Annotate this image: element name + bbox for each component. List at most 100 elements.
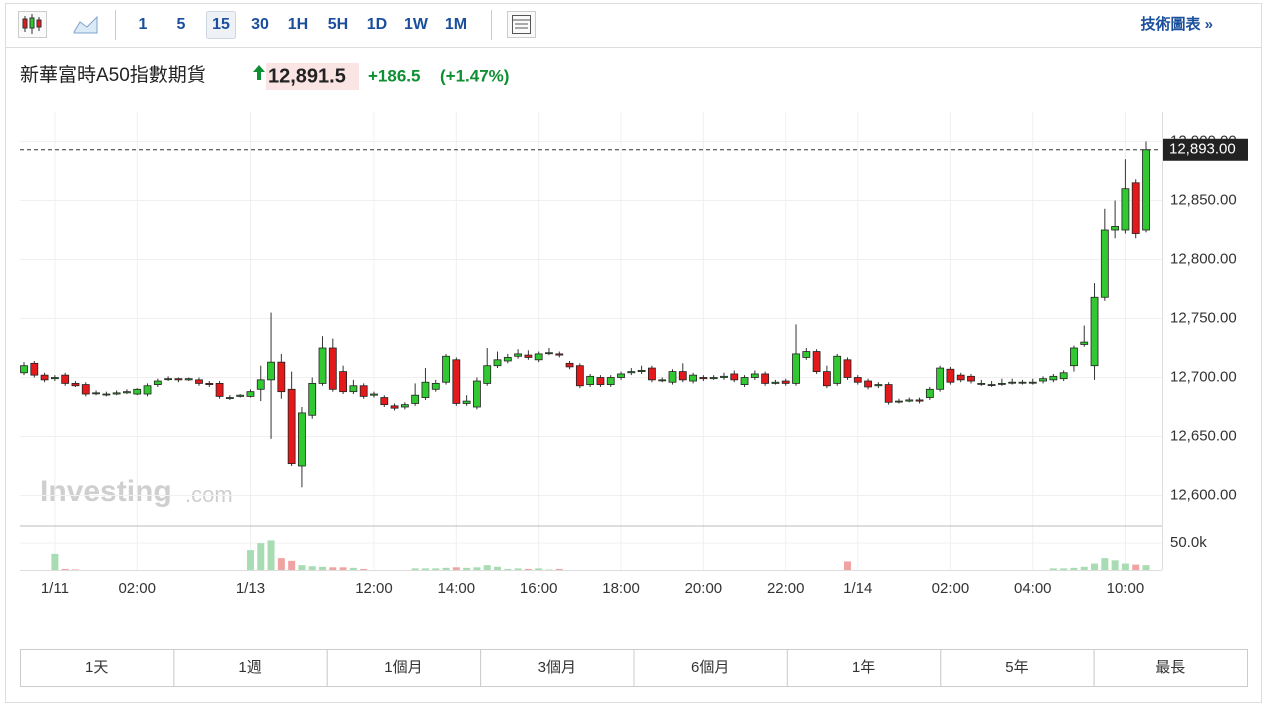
candle-body: [586, 375, 595, 385]
candle-body: [411, 394, 420, 404]
volume-bar: [504, 568, 512, 570]
candle-body: [864, 380, 872, 388]
candle-body: [40, 374, 49, 381]
candle-body: [987, 384, 996, 386]
volume-bar: [257, 543, 265, 570]
range-label[interactable]: 6個月: [691, 659, 729, 676]
x-tick-label: 20:00: [685, 580, 723, 597]
candle-body: [956, 374, 965, 381]
candle-body: [1090, 296, 1099, 367]
interval[interactable]: 5: [177, 16, 186, 33]
volume-bar: [483, 565, 491, 570]
candle-body: [781, 380, 790, 384]
candle-body: [874, 384, 883, 387]
candle-body: [1008, 381, 1017, 384]
interval[interactable]: 15: [212, 16, 230, 33]
candle-body: [483, 365, 492, 384]
volume-tick-label: 50.0k: [1170, 534, 1207, 551]
candle-body: [503, 357, 512, 362]
range-button[interactable]: [1093, 649, 1248, 687]
volume-bar: [535, 568, 543, 570]
volume-bar: [442, 567, 450, 570]
price-highlight: [266, 63, 359, 90]
candle-body: [71, 382, 80, 387]
candle-body: [256, 379, 265, 390]
candle-body: [565, 362, 574, 368]
range-button[interactable]: [20, 649, 175, 687]
interval[interactable]: 5H: [328, 16, 348, 33]
candle-body: [400, 404, 409, 408]
candle-body: [1121, 188, 1130, 231]
interval[interactable]: 1D: [367, 16, 387, 33]
y-tick-label: 12,650.00: [1170, 427, 1237, 444]
range-label[interactable]: 1個月: [384, 659, 422, 676]
candle-icon[interactable]: [18, 11, 47, 38]
candle-body: [184, 378, 193, 381]
candle-body: [596, 377, 605, 385]
icon-part[interactable]: [36, 19, 42, 28]
watermark: Investing: [40, 475, 172, 508]
candle-body: [267, 361, 275, 381]
candle-body: [123, 391, 131, 394]
candle-body: [1142, 149, 1150, 231]
candle-body: [328, 347, 337, 390]
candle-body: [792, 353, 800, 384]
x-tick-label: 02:00: [118, 580, 156, 597]
volume-bar: [288, 560, 296, 570]
x-tick-label: 16:00: [520, 580, 558, 597]
volume-bar: [1049, 568, 1057, 570]
candle-body: [452, 359, 461, 404]
range-label[interactable]: 1週: [238, 659, 261, 676]
range-label[interactable]: 1天: [85, 659, 108, 676]
candle-body: [1070, 347, 1078, 367]
candle-body: [915, 399, 924, 402]
candle-body: [1059, 372, 1068, 380]
candle-body: [720, 375, 728, 378]
range-label[interactable]: 3個月: [538, 659, 576, 676]
watermark: .com: [185, 482, 233, 507]
candle-body: [1039, 378, 1047, 382]
interval[interactable]: 1W: [404, 16, 429, 33]
up-arrow: [253, 65, 265, 80]
range-label[interactable]: 1年: [852, 659, 875, 676]
y-tick-label: 12,600.00: [1170, 486, 1237, 503]
icon-part[interactable]: [512, 15, 531, 34]
icon-part[interactable]: [29, 17, 35, 29]
candle-body: [936, 367, 945, 390]
interval[interactable]: 1M: [445, 16, 467, 33]
candle-body: [390, 405, 399, 409]
volume-bar: [1060, 568, 1068, 570]
candle-body: [246, 391, 255, 397]
range-label[interactable]: 5年: [1005, 659, 1028, 676]
x-tick-label: 1/13: [236, 580, 265, 597]
interval[interactable]: 1H: [288, 16, 308, 33]
candle-body: [833, 355, 842, 384]
volume-bar: [432, 568, 440, 570]
candle-body: [153, 380, 162, 385]
candle-body: [709, 377, 718, 380]
volume-bar: [71, 569, 79, 570]
instrument-name: 新華富時A50指數期貨: [20, 64, 206, 86]
volume-bar: [545, 569, 553, 570]
volume-bar: [843, 561, 851, 570]
candle-body: [359, 385, 368, 397]
volume-bar: [1111, 560, 1119, 570]
icon-part[interactable]: [22, 18, 28, 29]
line-icon[interactable]: [73, 15, 98, 34]
volume-bar: [473, 567, 481, 570]
volume-bar: [277, 558, 285, 570]
candle-body: [370, 393, 378, 396]
candle-body: [524, 354, 533, 358]
candle-body: [143, 385, 152, 395]
interval[interactable]: 30: [251, 16, 269, 33]
interval[interactable]: 1: [139, 16, 148, 33]
candle-body: [421, 381, 430, 398]
layout-icon[interactable]: [507, 11, 536, 38]
candle-body: [925, 388, 934, 398]
range-label[interactable]: 最長: [1155, 659, 1185, 676]
candle-body: [92, 392, 100, 395]
candle-body: [658, 379, 667, 382]
tech-chart-link[interactable]: 技術圖表 »: [1140, 15, 1213, 33]
volume-bar: [267, 540, 275, 570]
candle-body: [1131, 182, 1140, 234]
